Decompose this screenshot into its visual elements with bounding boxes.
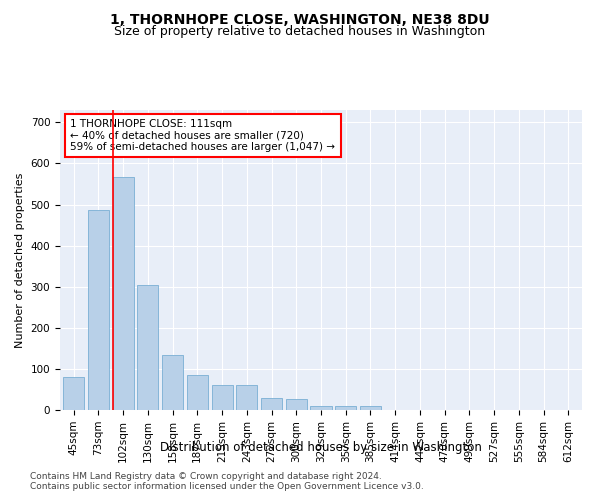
- Text: Distribution of detached houses by size in Washington: Distribution of detached houses by size …: [160, 441, 482, 454]
- Bar: [335, 406, 356, 410]
- Bar: [63, 377, 84, 410]
- Text: 1 THORNHOPE CLOSE: 111sqm
← 40% of detached houses are smaller (720)
59% of semi: 1 THORNHOPE CLOSE: 111sqm ← 40% of detac…: [70, 119, 335, 152]
- Bar: [261, 398, 282, 410]
- Bar: [212, 384, 233, 410]
- Bar: [162, 354, 183, 410]
- Bar: [236, 384, 257, 410]
- Bar: [286, 399, 307, 410]
- Bar: [187, 375, 208, 410]
- Y-axis label: Number of detached properties: Number of detached properties: [15, 172, 25, 348]
- Bar: [360, 406, 381, 410]
- Text: Contains public sector information licensed under the Open Government Licence v3: Contains public sector information licen…: [30, 482, 424, 491]
- Text: Size of property relative to detached houses in Washington: Size of property relative to detached ho…: [115, 25, 485, 38]
- Bar: [310, 406, 332, 410]
- Bar: [88, 210, 109, 410]
- Bar: [113, 177, 134, 410]
- Text: 1, THORNHOPE CLOSE, WASHINGTON, NE38 8DU: 1, THORNHOPE CLOSE, WASHINGTON, NE38 8DU: [110, 12, 490, 26]
- Text: Contains HM Land Registry data © Crown copyright and database right 2024.: Contains HM Land Registry data © Crown c…: [30, 472, 382, 481]
- Bar: [137, 284, 158, 410]
